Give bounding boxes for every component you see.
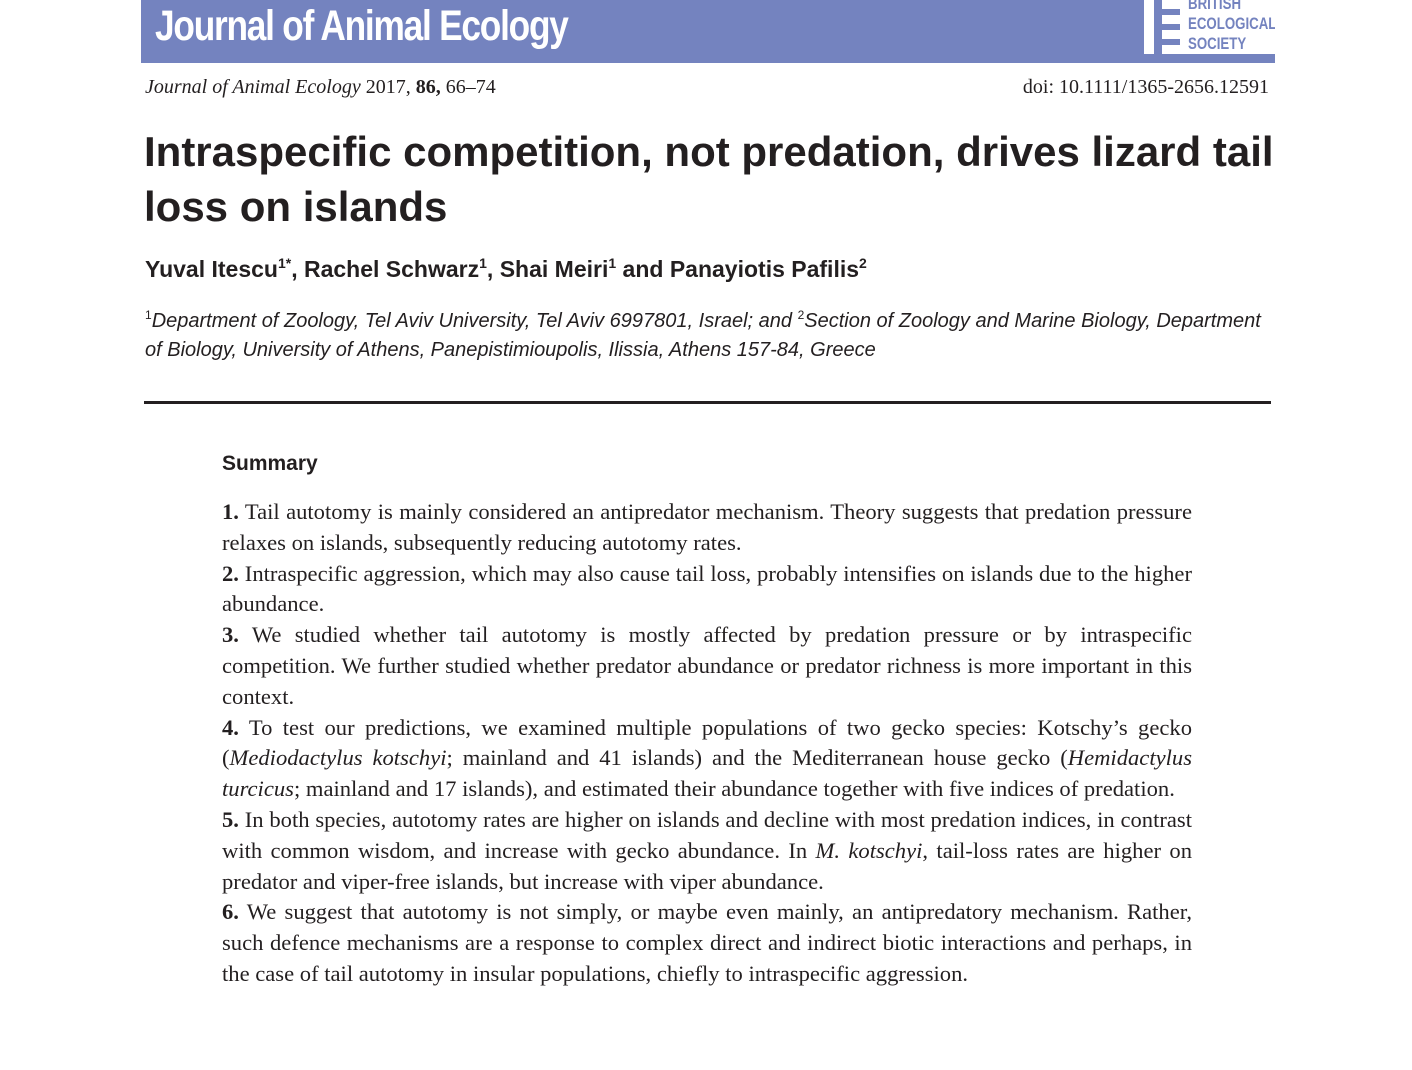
author-name: Rachel Schwarz [303,256,480,282]
summary-text: ; mainland and 41 islands) and the Medit… [446,745,1068,771]
summary-item-number: 4. [222,714,239,740]
author-name: Shai Meiri [499,256,609,282]
citation-pages: 66–74 [445,76,496,98]
summary-item: 6. We suggest that autotomy is not simpl… [222,897,1192,989]
author-name: Yuval Itescu [145,256,278,282]
author-name: Panayiotis Pafilis [669,256,860,282]
summary-item-number: 2. [222,560,239,586]
species-name: Mediodactylus kotschyi [229,745,447,771]
society-logo-text: BRITISH ECOLOGICAL SOCIETY [1188,0,1275,54]
species-name: Hemidactylus turcicus [222,745,1192,802]
summary-text: In both species, autotomy rates are high… [222,806,1192,863]
citation-journal: Journal of Animal Ecology [145,76,361,98]
author-list: Yuval Itescu1*, Rachel Schwarz1, Shai Me… [145,256,1275,283]
society-logo: BRITISH ECOLOGICAL SOCIETY [1144,0,1275,54]
author-superscript: 1* [277,255,292,271]
society-logo-line: SOCIETY [1188,34,1247,53]
summary-item: 1. Tail autotomy is mainly considered an… [222,497,1192,559]
summary-item: 5. In both species, autotomy rates are h… [222,805,1192,897]
summary-item-number: 3. [222,622,239,648]
species-name: M. kotschyi [815,837,923,863]
summary-text: ; mainland and 17 islands), and estimate… [293,776,1175,802]
article-title: Intraspecific competition, not predation… [144,128,1274,230]
summary-text: We suggest that autotomy is not simply, … [222,899,1192,986]
author-separator: , [291,256,304,282]
doi: doi: 10.1111/1365-2656.12591 [1022,76,1269,98]
journal-banner: Journal of Animal Ecology BRITISH ECOLOG… [141,0,1275,63]
author-superscript: 2 [859,255,867,271]
author-separator: and [616,256,670,282]
affiliations: 1Department of Zoology, Tel Aviv Univers… [145,307,1275,365]
summary-item: 2. Intraspecific aggression, which may a… [222,559,1192,621]
citation-year: 2017, [365,76,411,98]
author-separator: , [486,256,500,282]
summary-item-number: 1. [222,499,239,524]
citation-line: Journal of Animal Ecology 2017, 86, 66–7… [145,76,1269,102]
journal-name: Journal of Animal Ecology [155,2,569,50]
author-superscript: 1 [479,255,487,271]
society-logo-icon [1154,0,1180,54]
summary-body: 1. Tail autotomy is mainly considered an… [222,497,1192,990]
header-divider [144,401,1271,404]
summary-text: , tail-loss rates are higher on predator… [222,837,1192,894]
affiliation-superscript: 2 [797,308,805,322]
summary-text: We studied whether tail autotomy is most… [222,622,1192,709]
affiliation-superscript: 1 [145,308,152,322]
society-logo-line: BRITISH [1188,0,1242,13]
summary-text: Intraspecific aggression, which may also… [222,560,1192,617]
summary-item-number: 6. [222,899,239,925]
affiliation-text: Department of Zoology, Tel Aviv Universi… [151,310,798,332]
society-logo-line: ECOLOGICAL [1188,14,1275,33]
summary-item: 4. To test our predictions, we examined … [222,713,1192,805]
author-superscript: 1 [608,255,617,271]
summary-item-number: 5. [222,806,239,832]
summary-heading: Summary [222,452,318,475]
summary-text: Tail autotomy is mainly considered an an… [222,499,1192,555]
summary-item: 3. We studied whether tail autotomy is m… [222,620,1192,712]
affiliation-text: Section of Zoology and Marine Biology, D… [145,310,1261,361]
citation-volume: 86, [415,76,441,98]
citation: Journal of Animal Ecology 2017, 86, 66–7… [145,76,496,99]
summary-text: To test our predictions, we examined mul… [222,714,1192,771]
